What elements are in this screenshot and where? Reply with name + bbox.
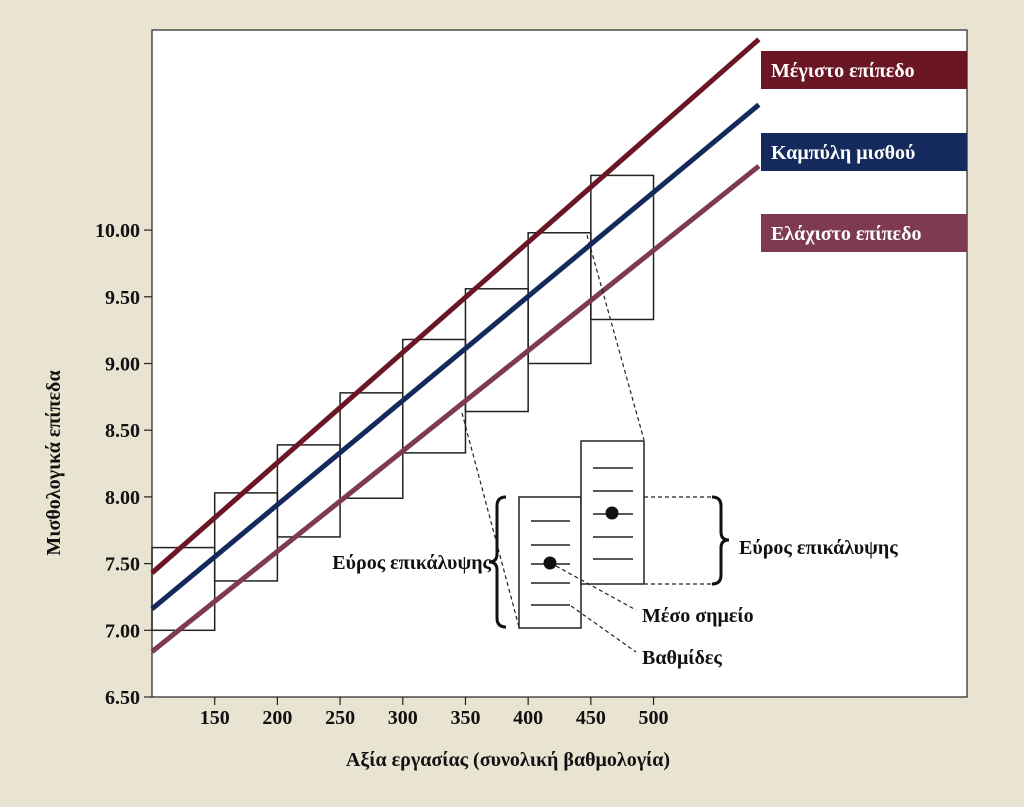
midpoint-label: Μέσο σημείο xyxy=(642,605,754,627)
midpoint-dot xyxy=(605,506,619,520)
x-axis-label: Αξία εργασίας (συνολική βαθμολογία) xyxy=(346,749,670,771)
series-label-box xyxy=(761,51,967,89)
x-tick-label: 150 xyxy=(200,707,230,729)
series-label-box xyxy=(761,133,967,171)
series-lines xyxy=(150,37,761,654)
detail-inset: Εύρος επικάλυψης Εύρος επικάλυψης Μέσο σημ… xyxy=(332,234,898,669)
y-tick-label: 10.00 xyxy=(95,220,140,242)
x-tick-label: 300 xyxy=(388,707,418,729)
series-labels: Μέγιστο επίπεδο Καμπύλη μισθού Ελάχιστο επ… xyxy=(761,51,967,252)
series-line xyxy=(150,37,761,575)
y-tick-label: 7.00 xyxy=(105,620,140,642)
y-tick-label: 8.50 xyxy=(105,420,140,442)
y-axis-label: Μισθολογικά επίπεδα xyxy=(43,370,65,555)
midpoint-dot xyxy=(543,556,557,570)
x-tick-label: 350 xyxy=(450,707,480,729)
y-tick-label: 7.50 xyxy=(105,554,140,576)
x-tick-label: 200 xyxy=(262,707,292,729)
x-tick-label: 450 xyxy=(576,707,606,729)
steps-pointer xyxy=(570,605,637,653)
series-line xyxy=(150,164,761,654)
y-tick-label: 6.50 xyxy=(105,687,140,709)
series-line xyxy=(150,102,761,611)
y-tick-label: 8.00 xyxy=(105,487,140,509)
axis-ticks: 150 200 250 300 350 400 450 500 6.50 7.00 7.50 8.00… xyxy=(95,220,669,729)
leader-line xyxy=(586,234,645,441)
x-tick-label: 400 xyxy=(513,707,543,729)
midpoint-pointer xyxy=(555,565,637,611)
x-tick-label: 500 xyxy=(639,707,669,729)
series-label-text: Μέγιστο επίπεδο xyxy=(771,60,915,82)
overlap-label-left: Εύρος επικάλυψης xyxy=(332,552,491,574)
y-tick-label: 9.00 xyxy=(105,354,140,376)
left-brace xyxy=(488,495,507,629)
steps-label: Βαθμίδες xyxy=(642,647,722,669)
overlap-label-right: Εύρος επικάλυψης xyxy=(739,537,898,559)
series-label-text: Καμπύλη μισθού xyxy=(771,142,915,164)
y-tick-label: 9.50 xyxy=(105,287,140,309)
leader-line xyxy=(461,412,520,628)
right-brace xyxy=(711,495,730,586)
series-label-box xyxy=(761,214,967,252)
series-label-text: Ελάχιστο επίπεδο xyxy=(771,223,921,245)
x-tick-label: 250 xyxy=(325,707,355,729)
